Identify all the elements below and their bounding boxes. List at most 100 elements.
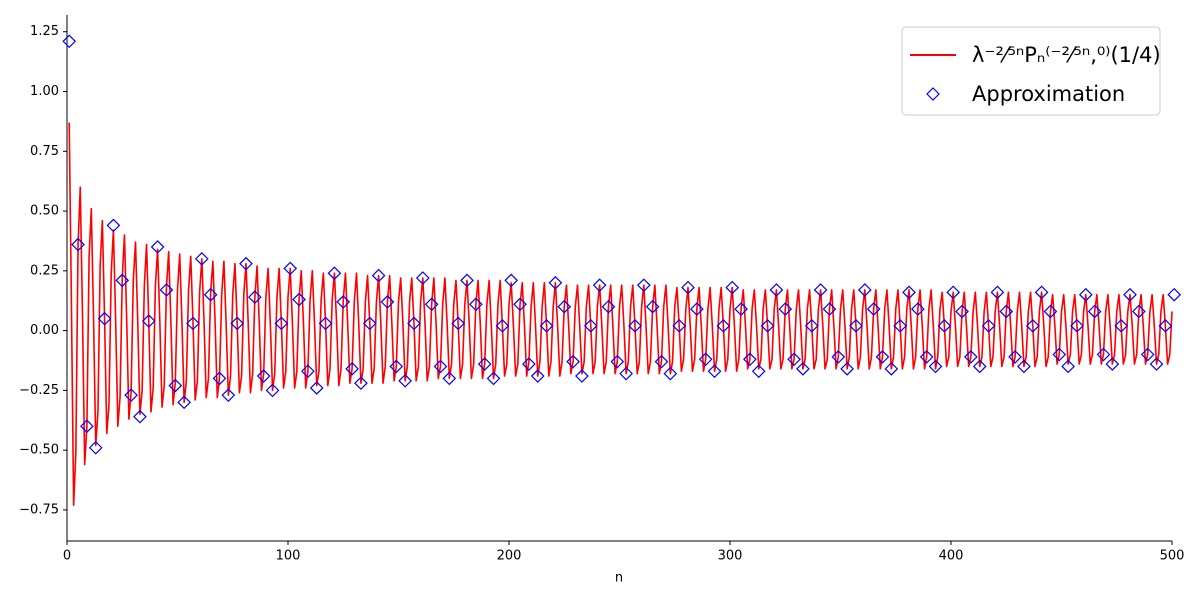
approximation-marker bbox=[424, 297, 439, 312]
approximation-marker bbox=[380, 295, 395, 309]
approximation-marker bbox=[787, 352, 801, 367]
approximation-marker bbox=[1105, 357, 1120, 371]
approximation-marker bbox=[583, 318, 598, 333]
approximation-marker bbox=[1043, 304, 1058, 319]
x-tick-label: 300 bbox=[718, 549, 743, 564]
approximation-marker bbox=[893, 318, 908, 333]
approximation-marker bbox=[681, 280, 695, 295]
approximation-marker bbox=[133, 409, 147, 424]
approximation-marker bbox=[141, 314, 156, 328]
approximation-marker bbox=[530, 369, 545, 383]
approximation-marker bbox=[451, 316, 466, 331]
approximation-marker bbox=[716, 318, 731, 333]
approximation-marker bbox=[539, 318, 554, 333]
approximation-marker bbox=[230, 316, 245, 331]
approximation-marker bbox=[751, 364, 766, 379]
approximation-marker bbox=[734, 302, 748, 316]
approximation-marker bbox=[124, 388, 138, 403]
approximation-marker bbox=[1149, 357, 1164, 371]
approximation-marker bbox=[804, 318, 819, 333]
approximation-marker bbox=[743, 352, 757, 367]
approximation-marker bbox=[274, 316, 289, 331]
approximation-marker bbox=[442, 371, 457, 386]
approximation-marker bbox=[628, 318, 642, 333]
approximation-marker bbox=[115, 273, 130, 288]
y-tick-label: 0.75 bbox=[30, 144, 59, 159]
x-tick-label: 200 bbox=[497, 549, 522, 564]
y-tick-label: 0.25 bbox=[30, 263, 59, 278]
approximation-marker bbox=[857, 283, 872, 297]
approximation-marker bbox=[557, 299, 572, 314]
approximation-marker bbox=[477, 357, 492, 371]
approximation-marker bbox=[725, 280, 740, 295]
approximation-marker bbox=[522, 357, 536, 371]
approximation-marker bbox=[981, 318, 996, 333]
x-tick-label: 500 bbox=[1160, 549, 1185, 564]
x-axis-label: n bbox=[615, 571, 623, 586]
approximation-marker bbox=[221, 388, 236, 403]
approximation-marker bbox=[840, 362, 854, 376]
approximation-marker bbox=[292, 292, 306, 307]
approximation-marker bbox=[796, 362, 810, 376]
approximation-marker bbox=[495, 318, 510, 333]
approximation-marker bbox=[186, 316, 200, 331]
approximation-marker bbox=[1167, 287, 1182, 302]
approximation-marker bbox=[362, 316, 377, 331]
approximation-marker bbox=[1078, 287, 1093, 302]
approximation-marker bbox=[371, 268, 386, 283]
y-tick-label: −0.75 bbox=[19, 502, 59, 517]
approximation-marker bbox=[1123, 287, 1137, 302]
approximation-marker bbox=[1052, 347, 1067, 362]
approximation-marker bbox=[831, 350, 846, 364]
approximation-marker bbox=[875, 350, 890, 364]
approximation-marker bbox=[1158, 318, 1173, 333]
legend: λ⁻²⁄⁵ⁿPₙ⁽⁻²⁄⁵ⁿ,⁰⁾(1/4) Approximation bbox=[901, 26, 1161, 116]
approximation-marker bbox=[769, 283, 784, 297]
approximation-marker bbox=[256, 369, 271, 383]
legend-box bbox=[901, 26, 1161, 116]
approximation-marker bbox=[106, 218, 121, 233]
approximation-marker bbox=[301, 364, 315, 379]
approximation-marker bbox=[690, 302, 704, 316]
approximation-marker bbox=[972, 359, 987, 374]
approximation-marker bbox=[1070, 318, 1084, 333]
approximation-marker bbox=[150, 240, 165, 254]
approximation-marker bbox=[990, 285, 1005, 300]
approximation-marker bbox=[619, 366, 633, 381]
approximation-marker bbox=[911, 302, 925, 316]
approximation-marker bbox=[415, 271, 430, 285]
approximation-marker bbox=[168, 378, 183, 393]
y-tick-label: 0.50 bbox=[30, 204, 59, 219]
approximation-marker bbox=[566, 354, 580, 369]
approximation-marker bbox=[866, 302, 881, 316]
approximation-marker bbox=[398, 373, 412, 388]
approximation-marker bbox=[460, 273, 474, 288]
approximation-marker bbox=[707, 364, 722, 379]
approximation-marker bbox=[778, 302, 793, 316]
approximation-marker bbox=[1061, 359, 1075, 374]
approximation-marker bbox=[177, 395, 191, 410]
approximation-marker bbox=[486, 371, 501, 386]
approximation-marker bbox=[62, 34, 77, 49]
approximation-marker bbox=[504, 273, 519, 288]
approximation-marker bbox=[239, 256, 253, 271]
y-tick-label: 0.00 bbox=[30, 323, 59, 338]
approximation-marker bbox=[265, 383, 280, 398]
approximation-marker bbox=[97, 311, 112, 326]
approximation-marker bbox=[354, 376, 368, 391]
approximation-marker bbox=[88, 440, 103, 455]
approximation-marker bbox=[345, 362, 359, 376]
approximation-marker bbox=[999, 304, 1014, 319]
approximation-marker bbox=[283, 261, 298, 276]
y-tick-label: 1.25 bbox=[30, 24, 59, 39]
approximation-marker bbox=[636, 278, 651, 293]
approximation-marker bbox=[548, 275, 563, 290]
approximation-marker bbox=[813, 283, 828, 297]
approximation-marker bbox=[513, 297, 527, 312]
approximation-marker bbox=[937, 318, 952, 333]
approximation-marker bbox=[663, 366, 678, 381]
approximation-marker bbox=[654, 354, 669, 369]
legend-label: Approximation bbox=[972, 82, 1125, 106]
approximation-marker bbox=[194, 252, 209, 266]
